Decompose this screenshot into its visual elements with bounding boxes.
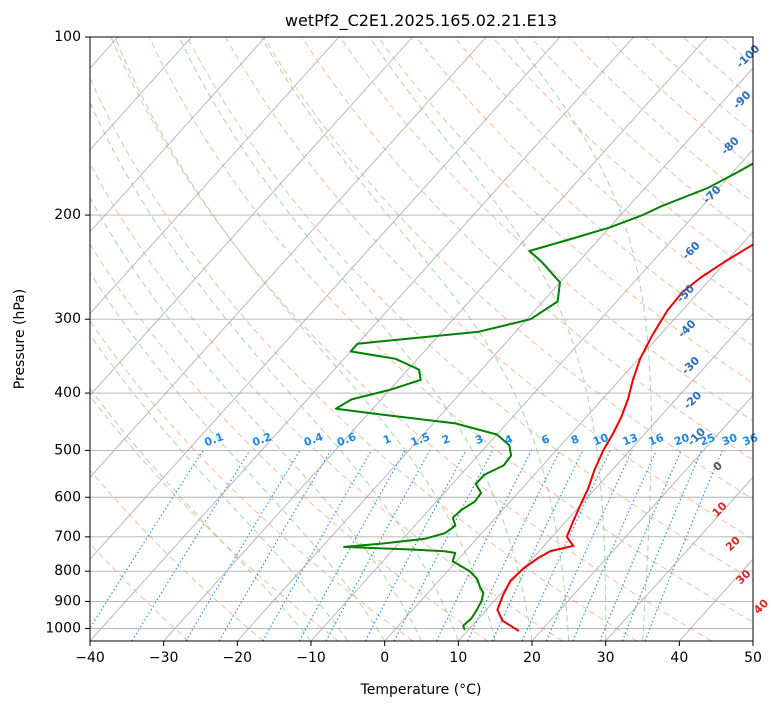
isotherm-line	[0, 37, 265, 641]
isotherm-line	[311, 37, 775, 641]
mixing-ratio-line	[326, 450, 430, 641]
mixing-ratio-label: 1.5	[409, 430, 432, 449]
dry-adiabat-line	[607, 37, 775, 641]
mixing-ratio-label: 1	[381, 432, 393, 447]
x-tick-label: −30	[149, 650, 179, 666]
isotherm-line	[532, 37, 775, 641]
mixing-ratio-label: 30	[720, 431, 739, 449]
mixing-ratio-label: 0.2	[251, 430, 274, 449]
mixing-ratio-line	[132, 450, 250, 641]
mixing-ratio-label: 36	[741, 431, 760, 449]
mixing-ratio-line	[622, 450, 701, 641]
y-tick-label: 200	[54, 207, 81, 223]
mixing-ratio-label: 0.1	[203, 430, 226, 449]
background-lines	[0, 37, 775, 641]
mixing-ratio-line	[394, 450, 493, 641]
mixing-ratio-label: 4	[503, 432, 515, 447]
moist-adiabat-line	[0, 37, 348, 641]
dry-adiabat-line	[416, 37, 775, 641]
dry-adiabat-line	[0, 37, 413, 641]
dry-adiabat-line	[645, 37, 775, 641]
dry-adiabat-label: 40	[751, 596, 771, 616]
dry-adiabat-line	[264, 37, 775, 641]
x-tick-label: −40	[75, 650, 105, 666]
x-tick-label: 0	[380, 650, 389, 666]
y-tick-label: 900	[54, 593, 81, 609]
moist-adiabat-line	[0, 37, 385, 641]
moist-adiabat-line	[179, 37, 532, 641]
y-axis-label: Pressure (hPa)	[12, 289, 28, 389]
mixing-ratio-label: 0.6	[335, 430, 358, 449]
dry-adiabat-label: 0	[711, 459, 726, 474]
y-tick-label: 800	[54, 563, 81, 579]
dry-adiabat-label: -90	[730, 88, 753, 111]
x-tick-label: 10	[449, 650, 467, 666]
y-tick-label: 500	[54, 442, 81, 458]
dry-adiabat-label: -80	[719, 134, 742, 157]
dry-adiabat-line	[454, 37, 775, 641]
x-tick-label: 50	[744, 650, 762, 666]
mixing-ratio-line	[645, 450, 722, 641]
isotherm-line	[679, 37, 775, 641]
dry-adiabat-label: -20	[681, 388, 704, 411]
mixing-ratio-label: 16	[647, 431, 666, 449]
x-tick-label: 20	[523, 650, 541, 666]
dry-adiabat-label: -100	[734, 42, 763, 71]
x-tick-label: −10	[296, 650, 326, 666]
dry-adiabat-label: -60	[680, 239, 703, 262]
mixing-ratio-label: 8	[569, 432, 581, 447]
x-axis-label: Temperature (°C)	[360, 682, 482, 698]
mixing-ratio-line	[365, 450, 466, 641]
mixing-ratio-label: 2	[440, 432, 452, 447]
y-tick-label: 100	[54, 29, 81, 45]
mixing-ratio-line	[82, 450, 203, 641]
y-tick-label: 300	[54, 311, 81, 327]
dry-adiabat-label: -40	[675, 317, 698, 340]
mixing-ratio-label: 6	[540, 432, 552, 447]
profile-lines	[336, 37, 775, 631]
grid-lines	[0, 37, 775, 641]
isotherm-line	[16, 37, 560, 641]
mixing-ratio-label: 13	[621, 431, 640, 448]
isotherm-line	[0, 37, 192, 641]
mixing-ratio-line	[492, 450, 583, 641]
mixing-ratio-line	[573, 450, 657, 641]
dry-adiabat-line	[0, 37, 338, 641]
x-tick-label: 40	[670, 650, 688, 666]
mixing-ratio-label: 0.4	[302, 430, 325, 449]
mixing-ratio-line	[186, 450, 300, 641]
dry-adiabat-label: -50	[674, 282, 697, 305]
y-tick-label: 600	[54, 489, 81, 505]
dry-adiabat-line	[531, 37, 775, 641]
x-tick-label: −20	[223, 650, 253, 666]
dry-adiabat-line	[0, 37, 189, 641]
isotherm-line	[0, 37, 413, 641]
mixing-ratio-line	[600, 450, 681, 641]
isotherm-line	[753, 37, 775, 641]
y-tick-label: 700	[54, 529, 81, 545]
chart-title: wetPf2_C2E1.2025.165.02.21.E13	[285, 11, 557, 31]
mixing-ratio-label: 3	[473, 432, 485, 447]
dry-adiabat-label: 10	[710, 499, 730, 519]
dry-adiabat-line	[0, 37, 264, 641]
y-tick-label: 1000	[45, 620, 81, 636]
isotherm-line	[458, 37, 775, 641]
dry-adiabat-line	[225, 37, 775, 641]
y-tick-label: 400	[54, 385, 81, 401]
x-tick-label: 30	[597, 650, 615, 666]
